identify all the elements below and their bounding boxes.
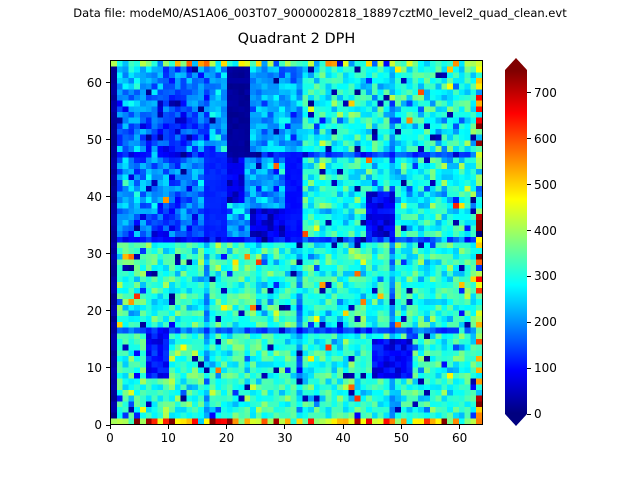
x-tick-label: 20 — [218, 431, 235, 445]
colorbar-tick-mark — [527, 92, 531, 94]
heatmap-axes — [110, 60, 483, 425]
data-file-caption: Data file: modeM0/AS1A06_003T07_90000028… — [73, 6, 567, 20]
y-tick-label: 0 — [94, 418, 102, 432]
y-tick-mark — [106, 310, 110, 312]
y-tick-mark — [106, 82, 110, 84]
y-tick-label: 30 — [86, 246, 102, 261]
y-tick-mark — [106, 424, 110, 426]
y-tick-mark — [106, 139, 110, 141]
colorbar-gradient — [505, 58, 527, 426]
x-tick-mark — [459, 425, 461, 429]
y-tick-mark — [106, 196, 110, 198]
dph-heatmap-image — [111, 61, 482, 424]
x-tick-mark — [342, 425, 344, 429]
x-tick-mark — [400, 425, 402, 429]
y-tick-label: 10 — [86, 360, 102, 375]
colorbar-tick-mark — [527, 230, 531, 232]
y-tick-label: 40 — [86, 189, 102, 204]
colorbar-tick-label: 400 — [534, 223, 557, 238]
x-tick-label: 60 — [452, 431, 468, 445]
y-tick-label: 50 — [86, 132, 102, 147]
x-tick-label: 0 — [106, 431, 114, 445]
colorbar — [505, 58, 527, 426]
y-tick-label: 20 — [86, 303, 102, 318]
x-tick-label: 30 — [277, 431, 293, 445]
x-tick-mark — [226, 425, 228, 429]
y-tick-mark — [106, 367, 110, 369]
y-tick-label: 60 — [86, 75, 102, 90]
y-tick-mark — [106, 253, 110, 255]
colorbar-tick-mark — [527, 413, 531, 415]
x-tick-label: 40 — [335, 431, 351, 445]
colorbar-tick-label: 100 — [534, 361, 557, 376]
colorbar-tick-mark — [527, 184, 531, 186]
x-tick-label: 50 — [393, 431, 410, 445]
colorbar-tick-label: 600 — [534, 131, 557, 146]
colorbar-tick-mark — [527, 367, 531, 369]
x-tick-label: 10 — [160, 431, 176, 445]
colorbar-tick-mark — [527, 275, 531, 277]
colorbar-tick-label: 500 — [534, 177, 557, 192]
page-title: Quadrant 2 DPH — [237, 31, 356, 47]
colorbar-tick-label: 200 — [534, 315, 557, 330]
colorbar-tick-mark — [527, 321, 531, 323]
x-tick-mark — [167, 425, 169, 429]
colorbar-tick-label: 0 — [534, 407, 542, 421]
colorbar-tick-label: 700 — [534, 85, 557, 100]
colorbar-tick-mark — [527, 138, 531, 140]
x-tick-mark — [284, 425, 286, 429]
colorbar-tick-label: 300 — [534, 269, 557, 284]
x-tick-mark — [109, 425, 111, 429]
